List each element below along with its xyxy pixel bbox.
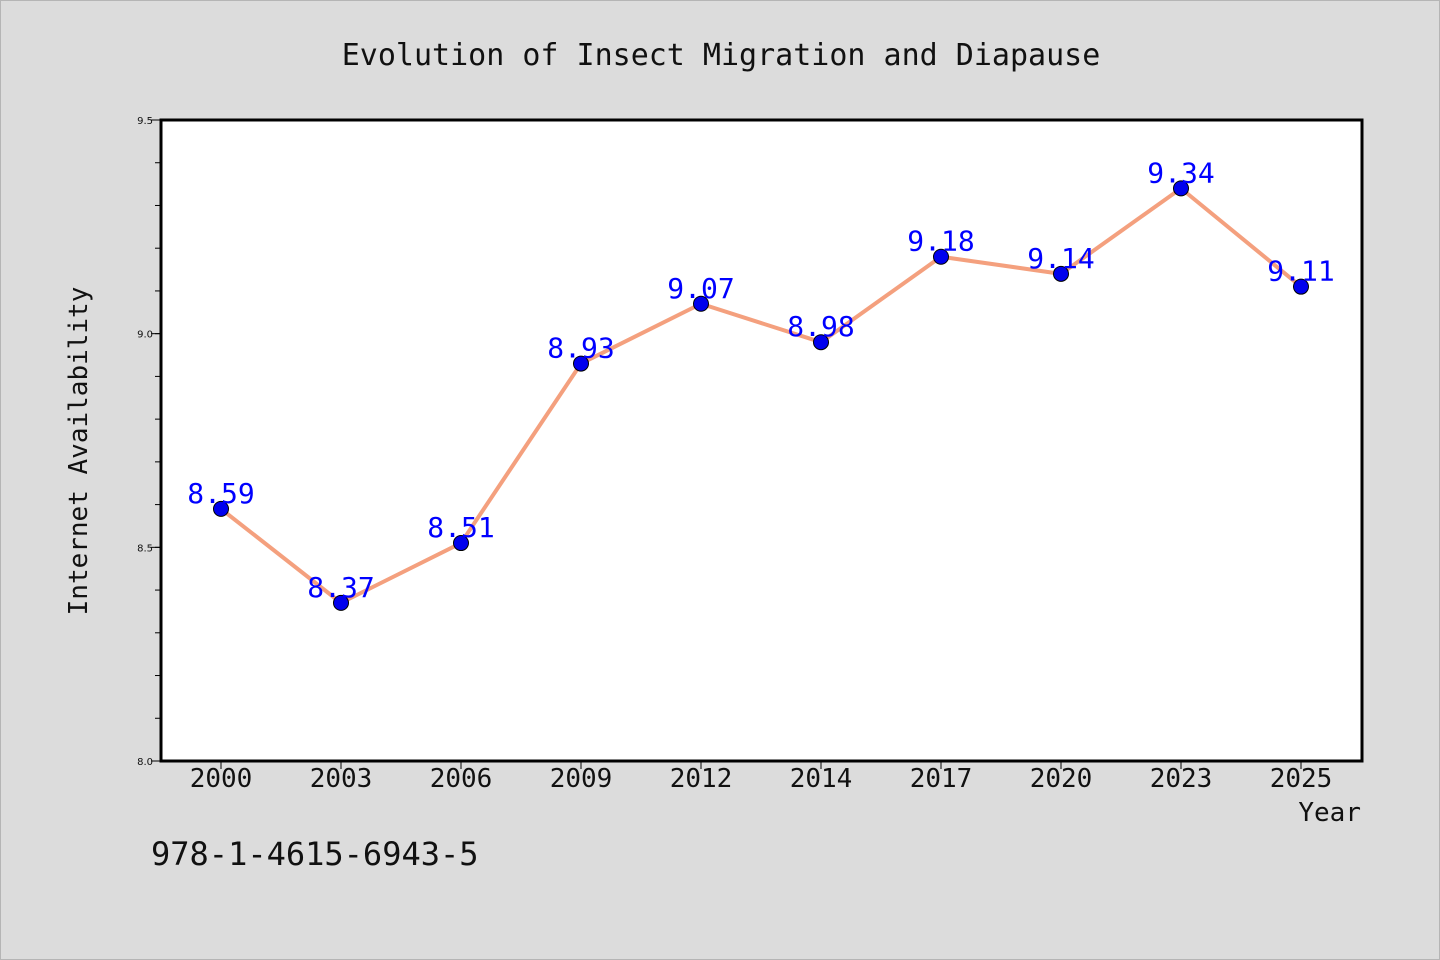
x-tick-label: 2009 [550, 764, 613, 794]
chart-title: Evolution of Insect Migration and Diapau… [342, 38, 1101, 73]
plot-area [159, 118, 1364, 763]
x-tick-label: 2017 [910, 764, 973, 794]
data-point [453, 535, 469, 552]
data-label: 9.07 [667, 272, 734, 305]
x-tick-label: 2003 [310, 764, 373, 794]
data-point [1173, 180, 1189, 197]
x-tick-label: 2000 [190, 764, 253, 794]
y-tick-label: 8.5 [137, 543, 153, 554]
data-point [1053, 265, 1069, 282]
x-tick-label: 2023 [1150, 764, 1213, 794]
data-label: 9.34 [1147, 156, 1214, 189]
data-point [693, 295, 709, 312]
data-label: 8.37 [307, 571, 374, 604]
x-tick-label: 2014 [790, 764, 853, 794]
isbn-text: 978-1-4615-6943-5 [151, 835, 479, 873]
data-label: 8.59 [187, 477, 254, 510]
x-tick-label: 2012 [670, 764, 733, 794]
data-label: 9.11 [1267, 255, 1334, 288]
x-axis: 2000 2003 2006 2009 2012 2014 2017 2020 2023 2025 [190, 761, 1333, 794]
data-point [573, 355, 589, 372]
data-label: 8.98 [787, 310, 854, 343]
x-tick-label: 2020 [1030, 764, 1093, 794]
y-axis: 8.0 8.5 9.0 9.5 [137, 116, 161, 768]
data-label: 8.93 [547, 332, 614, 365]
series-line [219, 186, 1303, 605]
y-axis-label: Internet Availability [64, 287, 94, 616]
y-tick-label: 9.5 [137, 116, 153, 127]
data-point [333, 594, 349, 611]
data-point [213, 500, 229, 517]
x-tick-label: 2025 [1270, 764, 1333, 794]
x-tick-label: 2006 [430, 764, 493, 794]
y-tick-label: 8.0 [137, 757, 153, 768]
data-point [1293, 278, 1309, 295]
data-label: 9.14 [1027, 242, 1094, 275]
y-tick-label: 9.0 [137, 330, 153, 341]
data-label: 8.51 [427, 511, 494, 544]
x-axis-label: Year [1298, 798, 1361, 828]
data-point [813, 334, 829, 351]
series-layer: 8.59 8.37 8.51 8.93 9.07 8.98 9.18 9.14 9.34 9.11 [187, 156, 1335, 611]
data-label: 9.18 [907, 225, 974, 258]
data-point [933, 248, 949, 265]
